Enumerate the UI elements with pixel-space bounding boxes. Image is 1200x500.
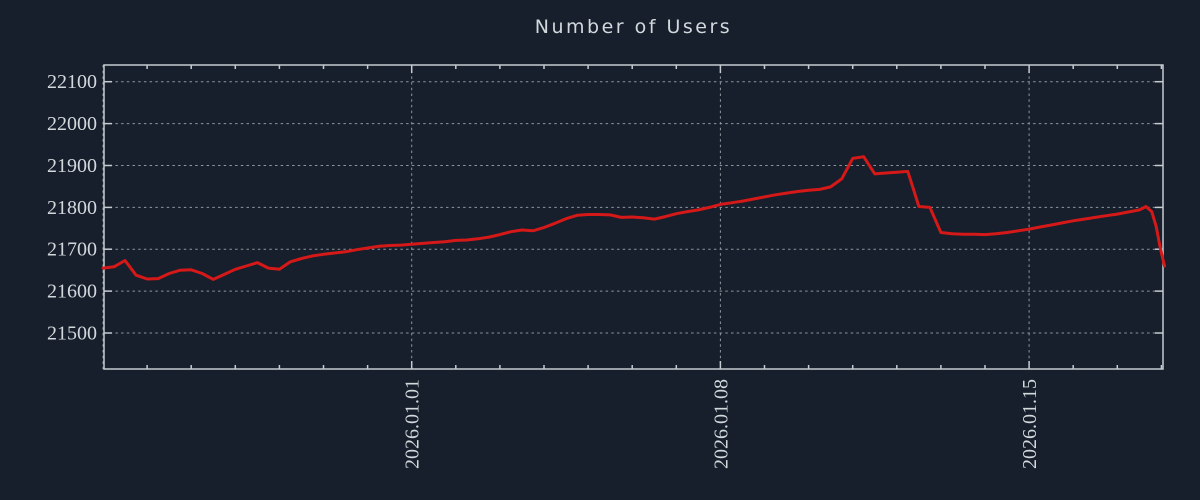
y-tick-label: 21500 [47, 323, 97, 345]
y-tick-label: 22100 [47, 71, 97, 93]
x-tick-label: 2026.01.08 [710, 379, 732, 469]
x-tick-label: 2026.01.01 [402, 379, 424, 469]
y-tick-label: 21700 [47, 239, 97, 261]
y-tick-label: 22000 [47, 113, 97, 135]
plot-frame [103, 64, 1164, 370]
y-tick-label: 21800 [47, 197, 97, 219]
users-series-line [101, 155, 1166, 281]
x-tick-label: 2026.01.15 [1019, 379, 1041, 469]
y-tick-label: 21900 [47, 155, 97, 177]
y-tick-label: 21600 [47, 281, 97, 303]
chart-title: Number of Users [534, 16, 733, 38]
